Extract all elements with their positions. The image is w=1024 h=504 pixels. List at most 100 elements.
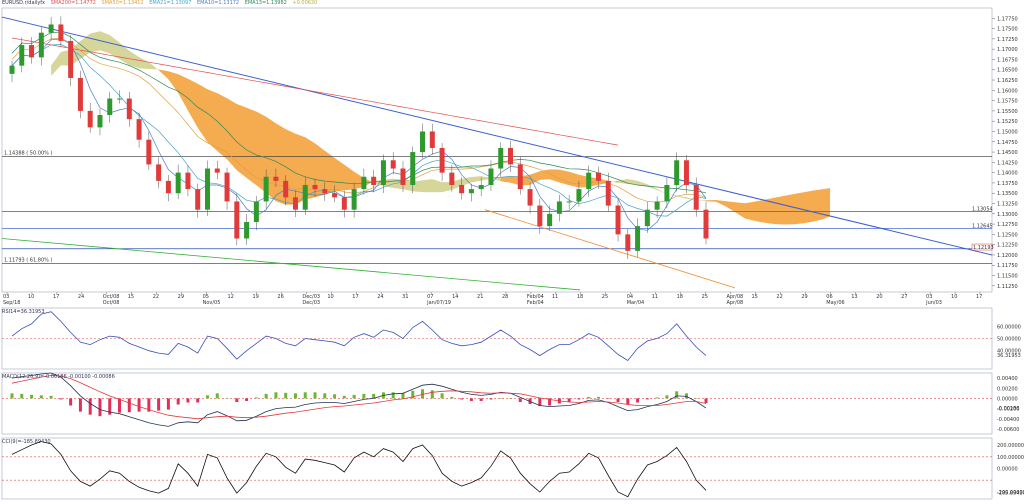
date-tick-label: 17 [352, 294, 358, 300]
candle-up [244, 222, 250, 239]
candle-down [703, 209, 709, 239]
date-tick-label: 22 [153, 294, 159, 300]
price-axis-label: 1.13750 [997, 181, 1018, 187]
ichimoku-cloud-bearish [666, 194, 677, 197]
date-tick-label: 11 [652, 294, 658, 300]
cci-last-value: -185.89430 [997, 490, 1024, 496]
macd-histogram-bar [293, 393, 297, 399]
macd-histogram-bar [284, 392, 288, 399]
date-tick-label: 11 [552, 294, 558, 300]
price-axis-label: 1.11250 [997, 284, 1018, 290]
last-price-tag [971, 243, 993, 251]
date-tick-label: 20 [876, 294, 882, 300]
macd-histogram-bar [10, 393, 14, 399]
cci-panel [1, 437, 993, 500]
candle-up [586, 172, 592, 190]
macd-histogram-bar [430, 390, 434, 399]
macd-histogram-bar [59, 398, 63, 400]
macd-histogram-bar [352, 394, 356, 399]
price-axis-label: 1.15000 [997, 129, 1018, 135]
support-resistance-label: 1.13054 [972, 207, 993, 213]
candle-down [195, 189, 201, 210]
candle-up [38, 32, 44, 58]
month-label: Oct/08 [103, 300, 120, 306]
candle-down [136, 119, 142, 140]
cci-axis-label: 100.00000 [997, 455, 1024, 461]
macd-histogram-bar [665, 395, 669, 399]
price-axis-label: 1.14500 [997, 150, 1018, 156]
candle-down [605, 180, 611, 206]
date-tick-label: 14 [452, 294, 458, 300]
candle-down [87, 110, 93, 128]
macd-histogram-bar [675, 391, 679, 399]
candle-down [508, 147, 514, 165]
candle-down [625, 234, 631, 251]
date-tick-label: 19 [252, 294, 258, 300]
date-tick-label: 29 [178, 294, 184, 300]
indicator-label-ema21: EMA21=1.13097 [149, 0, 192, 6]
candle-down [58, 24, 64, 41]
candle-down [273, 176, 279, 181]
macd-histogram-bar [78, 398, 82, 412]
macd-histogram-bar [342, 395, 346, 399]
candle-down [126, 98, 132, 120]
price-axis-label: 1.14000 [997, 171, 1018, 177]
date-tick-label: 13 [851, 294, 857, 300]
date-tick-label: 15 [128, 294, 134, 300]
macd-histogram-bar [137, 398, 141, 412]
date-tick-label: 17 [53, 294, 59, 300]
price-axis-label: 1.16750 [997, 57, 1018, 63]
candle-down [537, 205, 543, 227]
candle-down [234, 201, 240, 239]
date-tick-label: 18 [677, 294, 683, 300]
ichimoku-cloud-bearish [706, 187, 830, 225]
ichimoku-cloud-bullish [51, 31, 159, 76]
macd-histogram-bar [69, 398, 73, 406]
candle-down [214, 168, 220, 173]
macd-histogram-bar [596, 396, 600, 399]
date-tick-label: 10 [327, 294, 333, 300]
price-axis-label: 1.13250 [997, 202, 1018, 208]
candle-up [204, 168, 210, 210]
candle-up [498, 147, 504, 169]
rsi-last-value: 36.31953 [997, 353, 1021, 359]
price-axis-label: 1.12000 [997, 253, 1018, 259]
macd-histogram-bar [401, 392, 405, 399]
sma200-line [11, 37, 619, 146]
date-tick-label: 21 [477, 294, 483, 300]
candle-down [165, 180, 171, 194]
price-axis-label: 1.11500 [997, 274, 1018, 280]
macd-histogram-bar [499, 397, 503, 399]
candle-down [332, 193, 338, 198]
candle-down [449, 172, 455, 185]
macd-histogram-bar [313, 392, 317, 399]
macd-histogram-bar [39, 395, 43, 399]
macd-histogram-bar [411, 390, 415, 399]
candle-up [253, 201, 259, 223]
ichimoku-cloud-bearish [158, 69, 374, 205]
date-tick-label: 10 [28, 294, 34, 300]
macd-histogram-bar [264, 393, 268, 399]
candle-up [361, 176, 367, 190]
rsi-axis-label: 40.00000 [997, 349, 1021, 355]
cci-axis-label: -200.00000 [997, 490, 1024, 496]
macd-histogram-bar [469, 398, 473, 401]
price-axis-label: 1.17500 [997, 27, 1018, 33]
candle-down [527, 189, 533, 206]
price-axis-label: 1.15750 [997, 99, 1018, 105]
macd-histogram-bar [235, 398, 239, 402]
candle-down [517, 164, 523, 190]
macd-histogram-bar [636, 398, 640, 403]
price-axis-label: 1.14250 [997, 160, 1018, 166]
date-tick-label: 12 [228, 294, 234, 300]
candle-up [556, 201, 562, 214]
candle-down [322, 189, 328, 194]
candle-down [224, 172, 230, 202]
macd-histogram-bar [88, 398, 92, 415]
date-tick-label: 25 [602, 294, 608, 300]
macd-histogram-bar [450, 396, 454, 399]
macd-histogram-bar [30, 394, 34, 399]
date-tick-label: 03 [3, 294, 9, 300]
price-axis-label: 1.12750 [997, 222, 1018, 228]
candle-down [68, 40, 74, 78]
